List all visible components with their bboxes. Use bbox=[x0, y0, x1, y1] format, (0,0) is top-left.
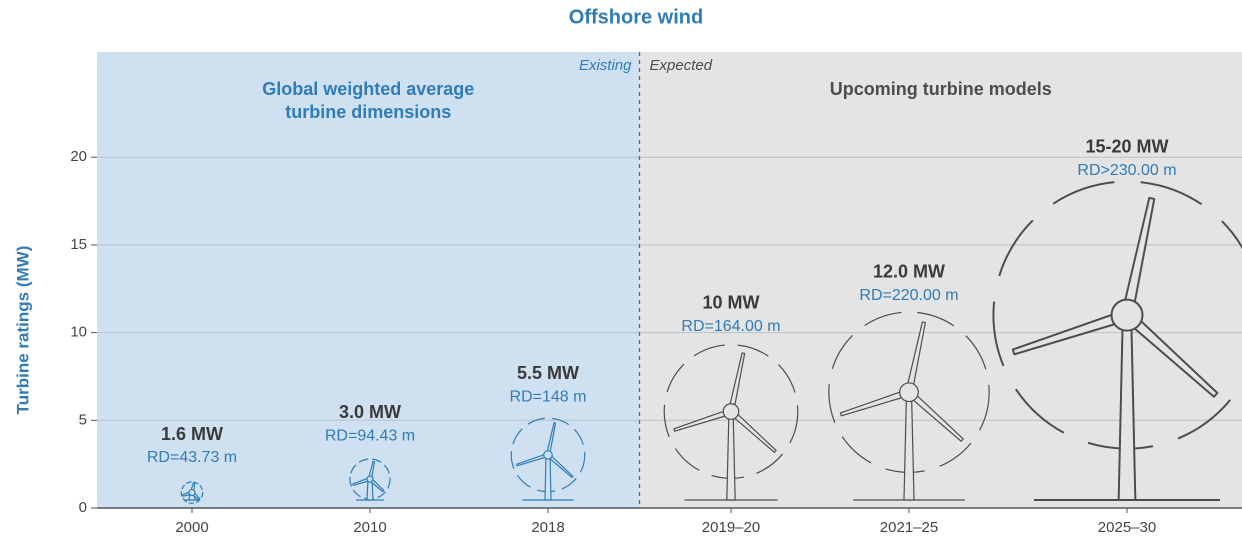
hub bbox=[1111, 300, 1142, 331]
hub bbox=[367, 476, 373, 482]
hub bbox=[900, 383, 919, 402]
value-label: 12.0 MW bbox=[873, 261, 945, 281]
rotor-label: RD=94.43 m bbox=[325, 427, 415, 444]
rotor-label: RD=43.73 m bbox=[147, 449, 237, 466]
value-label: 15-20 MW bbox=[1085, 137, 1168, 157]
x-tick-label: 2019–20 bbox=[702, 519, 760, 536]
panel-title: turbine dimensions bbox=[285, 102, 451, 122]
legend-label: Existing bbox=[579, 57, 632, 74]
tower bbox=[727, 412, 735, 500]
value-label: 5.5 MW bbox=[517, 363, 579, 383]
x-tick-label: 2000 bbox=[175, 519, 208, 536]
y-tick-label: 5 bbox=[79, 411, 87, 428]
y-tick-label: 15 bbox=[70, 236, 87, 253]
panel-title: Upcoming turbine models bbox=[830, 79, 1052, 99]
hub bbox=[723, 404, 739, 420]
y-tick-label: 0 bbox=[79, 499, 87, 516]
x-tick-label: 2025–30 bbox=[1098, 519, 1156, 536]
legend-label: Expected bbox=[650, 57, 713, 74]
value-label: 3.0 MW bbox=[339, 402, 401, 422]
hub bbox=[189, 490, 195, 496]
y-tick-label: 20 bbox=[70, 148, 87, 165]
value-label: 1.6 MW bbox=[161, 424, 223, 444]
tower bbox=[545, 455, 551, 500]
chart: Offshore wind Turbine ratings (MW) 0 5 10 1… bbox=[0, 0, 1242, 540]
y-axis-label: Turbine ratings (MW) bbox=[13, 246, 32, 415]
rotor-label: RD>230.00 m bbox=[1077, 162, 1176, 179]
chart-title: Offshore wind bbox=[569, 6, 703, 28]
hub bbox=[544, 451, 553, 460]
x-tick-label: 2018 bbox=[531, 519, 564, 536]
x-tick-label: 2010 bbox=[353, 519, 386, 536]
rotor-label: RD=220.00 m bbox=[859, 287, 958, 304]
rotor-label: RD=148 m bbox=[510, 388, 587, 405]
panel-title: Global weighted average bbox=[262, 79, 474, 99]
y-tick-label: 10 bbox=[70, 324, 87, 341]
rotor-label: RD=164.00 m bbox=[681, 318, 780, 335]
value-label: 10 MW bbox=[702, 293, 759, 313]
x-tick-label: 2021–25 bbox=[880, 519, 938, 536]
